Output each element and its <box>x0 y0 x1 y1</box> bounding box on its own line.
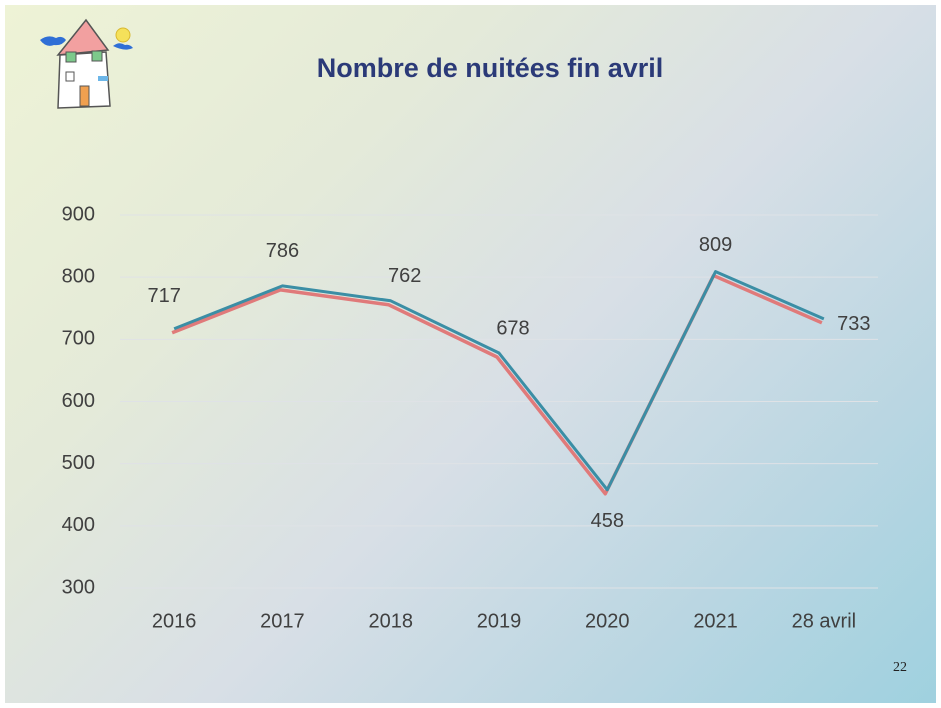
x-tick-label: 2019 <box>477 610 522 632</box>
data-label: 809 <box>699 234 732 256</box>
x-tick-label: 2017 <box>260 610 305 632</box>
x-tick-label: 2021 <box>693 610 738 632</box>
data-label: 762 <box>388 265 421 287</box>
x-tick-label: 2018 <box>368 610 413 632</box>
page-number: 22 <box>893 660 907 675</box>
line <box>173 270 825 492</box>
y-tick-label: 900 <box>62 203 95 225</box>
data-label: 786 <box>266 240 299 262</box>
line-shadow <box>171 273 823 496</box>
chart-title: Nombre de nuitées fin avril <box>317 53 664 83</box>
y-tick-label: 500 <box>62 452 95 474</box>
data-label: 678 <box>496 317 529 339</box>
y-tick-label: 700 <box>62 328 95 350</box>
slide <box>5 5 936 703</box>
data-label: 717 <box>147 285 180 307</box>
y-tick-label: 600 <box>62 390 95 412</box>
house-icon <box>40 18 133 109</box>
y-tick-label: 300 <box>62 576 95 598</box>
x-tick-label: 2020 <box>585 610 630 632</box>
data-label: 733 <box>837 313 870 335</box>
y-tick-label: 400 <box>62 514 95 536</box>
x-tick-label: 28 avril <box>792 610 856 632</box>
x-tick-label: 2016 <box>152 610 197 632</box>
y-tick-label: 800 <box>62 265 95 287</box>
data-label: 458 <box>591 510 624 532</box>
